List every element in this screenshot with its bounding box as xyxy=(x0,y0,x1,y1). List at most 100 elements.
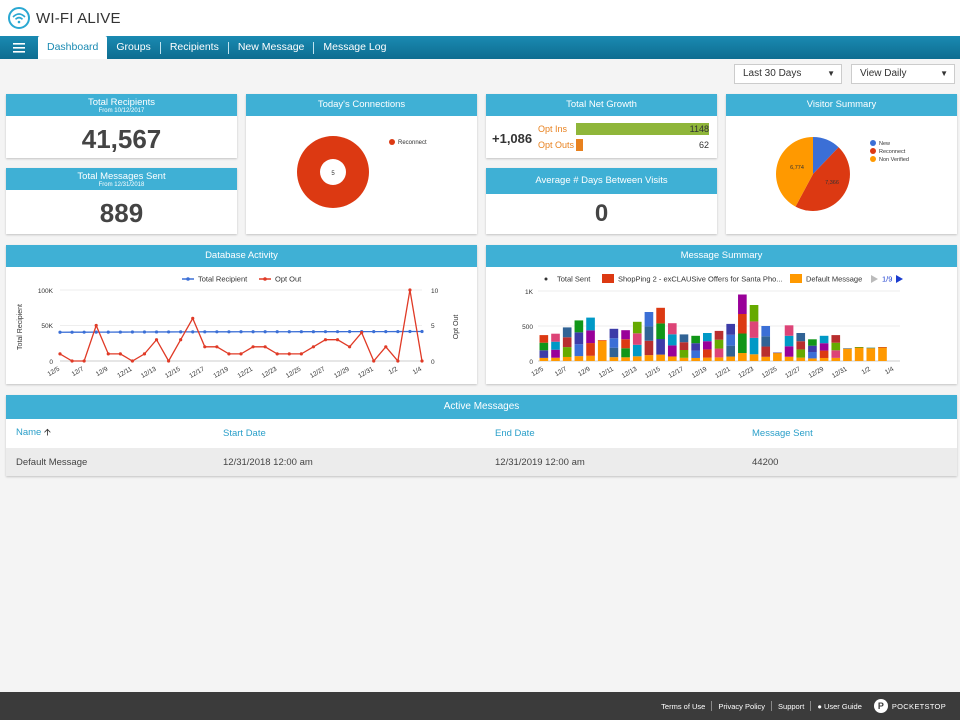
bar-segment xyxy=(726,356,735,361)
data-point xyxy=(239,330,243,334)
legend-label-total-recipient: Total Recipient xyxy=(198,275,248,284)
data-point xyxy=(299,330,303,334)
pie-slice-non-verified xyxy=(775,137,813,207)
bar-segment xyxy=(819,357,829,361)
bar-segment xyxy=(819,335,829,344)
tab-message-log[interactable]: Message Log xyxy=(323,41,387,53)
donut-center-label: 5 xyxy=(331,171,335,177)
x-tick-label: 12/9 xyxy=(95,365,110,378)
data-point xyxy=(408,288,412,292)
menu-icon[interactable] xyxy=(4,36,34,59)
x-tick-label: 12/9 xyxy=(577,365,592,378)
x-tick-label: 12/25 xyxy=(761,365,779,379)
column-header-start-date[interactable]: Start Date xyxy=(223,427,266,439)
card-header: Active Messages xyxy=(6,395,957,419)
x-tick-label: 12/13 xyxy=(140,365,158,379)
tab-recipients[interactable]: Recipients xyxy=(169,41,219,53)
bar-segment xyxy=(691,357,700,361)
column-header-message-sent[interactable]: Message Sent xyxy=(752,427,813,439)
x-tick-label: 12/5 xyxy=(530,365,545,378)
x-tick-label: 12/23 xyxy=(737,365,755,379)
data-point xyxy=(130,359,134,363)
tab-groups[interactable]: Groups xyxy=(116,41,151,53)
legend-label-opt-out: Opt Out xyxy=(275,275,302,284)
card-header: Message Summary xyxy=(486,245,957,267)
date-range-select[interactable]: Last 30 Days ▼ xyxy=(734,64,842,84)
footer-link-user-guide[interactable]: ● User Guide xyxy=(817,702,862,711)
bar-segment xyxy=(796,349,806,358)
y-tick-left: 100K xyxy=(38,288,54,295)
bar-segment xyxy=(597,340,607,361)
data-point xyxy=(275,352,279,356)
message-summary-card: Message Summary Total Sent ShopPing 2 - … xyxy=(486,245,957,384)
card-subtitle: From 12/31/2018 xyxy=(98,182,145,188)
y-tick-right: 5 xyxy=(431,323,435,330)
todays-connections-card: Today's Connections 5 Reconnect xyxy=(246,94,477,234)
bar-segment xyxy=(808,345,817,353)
bar-segment xyxy=(562,327,572,338)
footer-link-privacy[interactable]: Privacy Policy xyxy=(718,701,766,711)
x-tick-label: 12/31 xyxy=(831,365,849,379)
data-point xyxy=(130,330,134,334)
legend-label-total-sent: Total Sent xyxy=(557,275,591,284)
active-messages-card: Active Messages Name 🡩 Start Date End Da… xyxy=(6,395,957,476)
bar-segment xyxy=(808,358,817,361)
data-point xyxy=(335,330,340,334)
x-tick-label: 12/21 xyxy=(714,365,732,379)
bar-segment xyxy=(574,356,584,361)
bar-segment xyxy=(831,335,841,343)
table-row[interactable]: Default Message 12/31/2018 12:00 am 12/3… xyxy=(6,448,957,476)
bar-segment xyxy=(586,355,595,361)
y-tick: 1K xyxy=(525,289,534,296)
card-header: Today's Connections xyxy=(246,94,477,116)
total-messages-card: Total Messages Sent From 12/31/2018 889 xyxy=(6,168,237,234)
bar-segment xyxy=(632,344,642,357)
column-label: Name xyxy=(16,427,42,438)
bar-segment xyxy=(632,356,642,361)
bar-segment xyxy=(831,350,841,358)
bar-segment xyxy=(831,342,841,351)
footer-link-support[interactable]: Support xyxy=(778,701,805,711)
pocketstop-logo[interactable]: P POCKETSTOP xyxy=(873,699,946,713)
bar-segment xyxy=(714,330,724,340)
pocketstop-icon: P xyxy=(873,699,888,713)
bar-segment xyxy=(714,339,724,349)
bar-segment xyxy=(784,325,794,336)
x-tick-label: 12/15 xyxy=(644,365,662,379)
data-point xyxy=(251,345,255,349)
bar-segment xyxy=(773,352,782,354)
bar-segment xyxy=(539,357,549,361)
app-logo[interactable]: WI-FI ALIVE xyxy=(8,7,121,29)
tab-dashboard[interactable]: Dashboard xyxy=(38,36,108,59)
main-nav: Dashboard Groups Recipients New Message … xyxy=(0,36,960,59)
chevron-left-icon[interactable] xyxy=(871,275,878,283)
granularity-select[interactable]: View Daily ▼ xyxy=(851,64,955,84)
legend-swatch xyxy=(389,139,395,145)
footer-link-terms[interactable]: Terms of Use xyxy=(661,701,706,711)
bar-segment xyxy=(819,350,829,358)
chevron-right-icon[interactable] xyxy=(896,275,903,283)
total-messages-value: 889 xyxy=(99,198,144,228)
nav-divider xyxy=(313,41,315,54)
column-header-name[interactable]: Name 🡩 xyxy=(16,425,51,441)
footer-divider xyxy=(771,701,773,711)
data-point xyxy=(348,345,352,349)
data-point xyxy=(323,330,328,334)
bar-segment xyxy=(609,347,619,358)
app-name: WI-FI ALIVE xyxy=(36,9,121,27)
tab-new-message[interactable]: New Message xyxy=(237,41,305,53)
bar-segment xyxy=(609,357,619,361)
legend-swatch xyxy=(186,277,190,281)
data-point xyxy=(154,330,159,334)
data-point xyxy=(70,359,74,363)
column-header-end-date[interactable]: End Date xyxy=(495,427,535,439)
net-growth-card: Total Net Growth +1,086 Opt Ins Opt Outs… xyxy=(486,94,717,158)
data-point xyxy=(154,338,159,342)
table-header: Name 🡩 Start Date End Date Message Sent xyxy=(6,419,957,447)
bar-segment xyxy=(679,334,689,343)
data-point xyxy=(82,359,86,363)
bar-segment xyxy=(644,355,654,361)
bar-segment xyxy=(738,333,747,354)
x-tick-label: 12/25 xyxy=(285,365,303,379)
y-axis-label-right: Opt Out xyxy=(453,315,460,340)
